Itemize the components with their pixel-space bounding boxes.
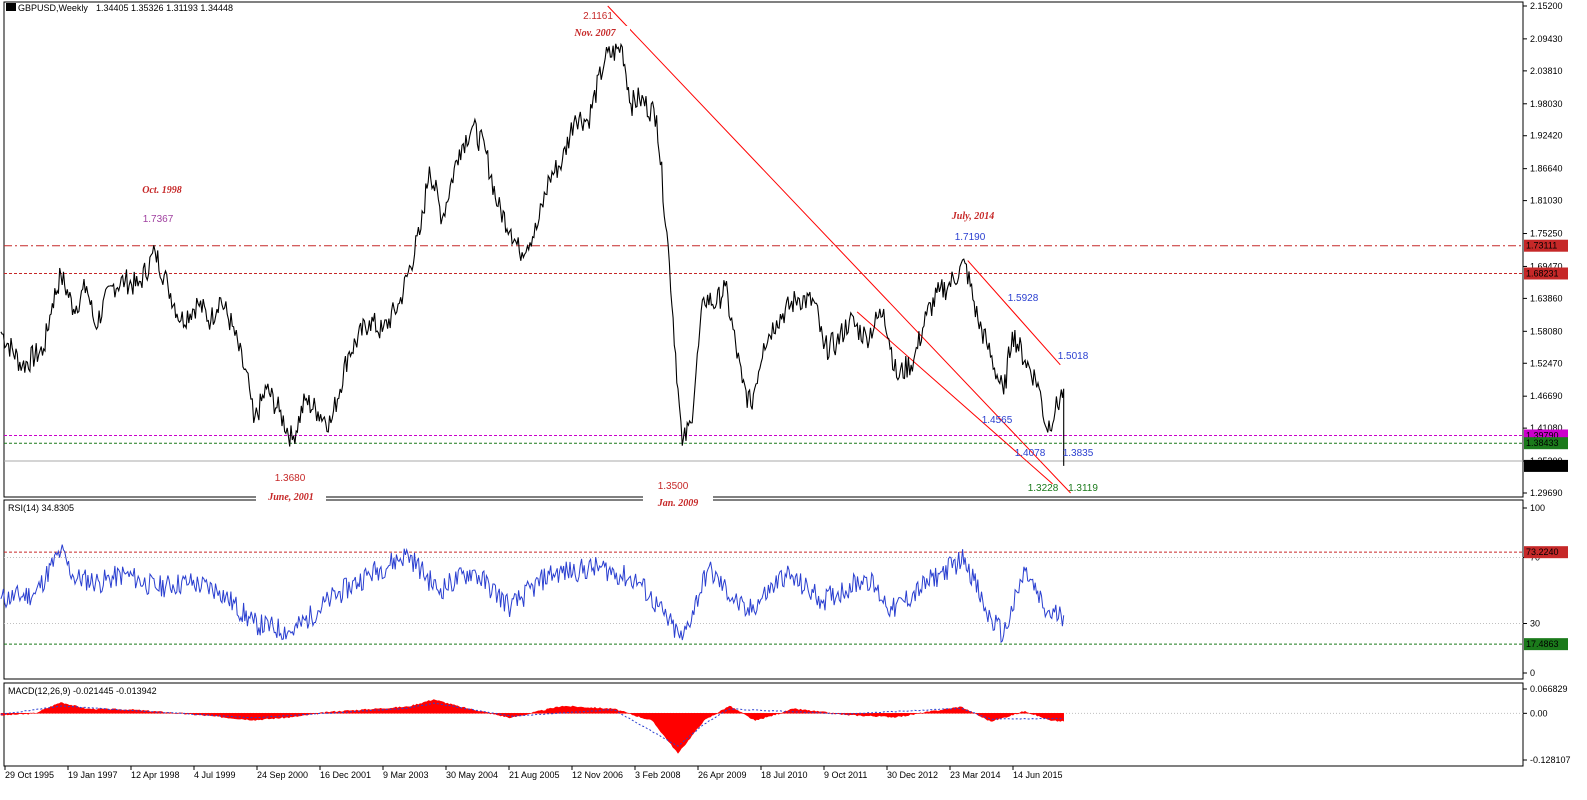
rsi-axis-label-0: 100 [1530, 503, 1545, 513]
trendline-2 [856, 311, 1053, 485]
annotation-6: 1.5928 [1008, 293, 1039, 304]
annotation-8: 1.4565 [982, 415, 1013, 426]
price-label-bg-0 [1524, 239, 1568, 252]
time-axis-label-0: 29 Oct 1995 [5, 770, 54, 780]
time-axis-label-5: 16 Dec 2001 [320, 770, 371, 780]
price-label-4: 1.34448 [1526, 461, 1559, 471]
annotation-bg-2 [127, 183, 197, 196]
annotation-3: 1.7367 [143, 214, 174, 225]
rsi-level-label-1: 17.4863 [1526, 639, 1559, 649]
price-axis-label-7: 1.75250 [1530, 229, 1563, 239]
trendline-0 [607, 5, 1071, 494]
rsi-level-label-0: 73.2240 [1526, 547, 1559, 557]
price-label-0: 1.73111 [1526, 241, 1557, 251]
annotation-10: 1.3835 [1063, 448, 1094, 459]
annotation-bg-4 [938, 209, 1008, 222]
price-label-2: 1.39790 [1526, 430, 1559, 440]
annotation-2: Oct. 1998 [142, 185, 181, 196]
annotation-4: July, 2014 [951, 211, 994, 222]
time-axis-label-9: 12 Nov 2006 [572, 770, 623, 780]
time-axis-label-8: 21 Aug 2005 [509, 770, 560, 780]
price-label-bg-3 [1524, 437, 1568, 450]
trendline-1 [967, 260, 1061, 366]
time-axis-label-4: 24 Sep 2000 [257, 770, 308, 780]
macd-axis-label-2: -0.128107 [1530, 755, 1571, 765]
annotation-13: 1.3680 [275, 473, 306, 484]
annotation-bg-1 [560, 26, 630, 39]
ohlc-values: 1.34405 1.35326 1.31193 1.34448 [96, 3, 233, 13]
time-axis-label-1: 19 Jan 1997 [68, 770, 118, 780]
price-axis-label-1: 2.09430 [1530, 34, 1563, 44]
rsi-panel-frame [3, 499, 1524, 680]
macd-title: MACD(12,26,9) -0.021445 -0.013942 [8, 686, 157, 696]
time-axis-label-13: 9 Oct 2011 [824, 770, 867, 780]
annotation-0: 2.1161 [583, 11, 613, 22]
annotation-7: 1.5018 [1058, 351, 1089, 362]
rsi-line [0, 544, 1065, 644]
time-axis-label-16: 14 Jun 2015 [1013, 770, 1063, 780]
annotation-1: Nov. 2007 [573, 28, 616, 39]
symbol-label: GBPUSD,Weekly [18, 3, 88, 13]
time-axis-label-15: 23 Mar 2014 [950, 770, 1001, 780]
price-axis-label-3: 1.98030 [1530, 99, 1563, 109]
price-axis-label-4: 1.92420 [1530, 131, 1563, 141]
price-label-bg-4 [1524, 459, 1568, 472]
macd-signal-line [0, 702, 1064, 747]
price-axis-label-6: 1.81030 [1530, 196, 1563, 206]
annotation-14: June, 2001 [267, 492, 314, 503]
macd-panel-frame [3, 682, 1524, 767]
price-axis-label-2: 2.03810 [1530, 66, 1563, 76]
price-label-1: 1.68231 [1526, 268, 1559, 278]
rsi-level-label-bg-1 [1524, 638, 1568, 651]
macd-axis-label-0: 0.066829 [1530, 684, 1568, 694]
time-axis-label-12: 18 Jul 2010 [761, 770, 808, 780]
annotation-15: 1.3500 [658, 481, 689, 492]
annotation-9: 1.4078 [1015, 448, 1046, 459]
time-axis-label-6: 9 Mar 2003 [383, 770, 429, 780]
rsi-level-label-bg-0 [1524, 546, 1568, 559]
macd-axis-label-1: 0.00 [1530, 708, 1548, 718]
symbol-icon [6, 3, 16, 11]
price-series-line [0, 42, 1065, 466]
price-axis-label-0: 2.15200 [1530, 1, 1563, 11]
price-axis-label-9: 1.63860 [1530, 293, 1563, 303]
price-axis-label-10: 1.58080 [1530, 326, 1563, 336]
price-axis-label-5: 1.86640 [1530, 164, 1563, 174]
rsi-axis-label-2: 30 [1530, 619, 1540, 629]
price-label-3: 1.38433 [1526, 438, 1559, 448]
annotation-11: 1.3228 [1028, 483, 1059, 494]
price-label-bg-1 [1524, 267, 1568, 280]
annotation-12: 1.3119 [1068, 483, 1098, 494]
annotation-bg-14 [256, 490, 326, 503]
price-axis-label-11: 1.52470 [1530, 358, 1563, 368]
time-axis-label-7: 30 May 2004 [446, 770, 498, 780]
price-axis-label-8: 1.69470 [1530, 261, 1563, 271]
time-axis-label-11: 26 Apr 2009 [698, 770, 747, 780]
annotation-16: Jan. 2009 [657, 498, 699, 509]
price-axis-label-13: 1.41080 [1530, 423, 1563, 433]
annotation-bg-16 [643, 496, 713, 509]
time-axis-label-3: 4 Jul 1999 [194, 770, 236, 780]
price-axis-label-15: 1.29690 [1530, 488, 1563, 498]
time-axis-label-2: 12 Apr 1998 [131, 770, 180, 780]
rsi-axis-label-3: 0 [1530, 668, 1535, 678]
rsi-title: RSI(14) 34.8305 [8, 503, 74, 513]
time-axis-label-14: 30 Dec 2012 [887, 770, 938, 780]
time-axis-label-10: 3 Feb 2008 [635, 770, 681, 780]
price-axis-label-12: 1.46690 [1530, 391, 1563, 401]
price-panel-frame [3, 1, 1524, 498]
annotation-5: 1.7190 [955, 232, 986, 243]
